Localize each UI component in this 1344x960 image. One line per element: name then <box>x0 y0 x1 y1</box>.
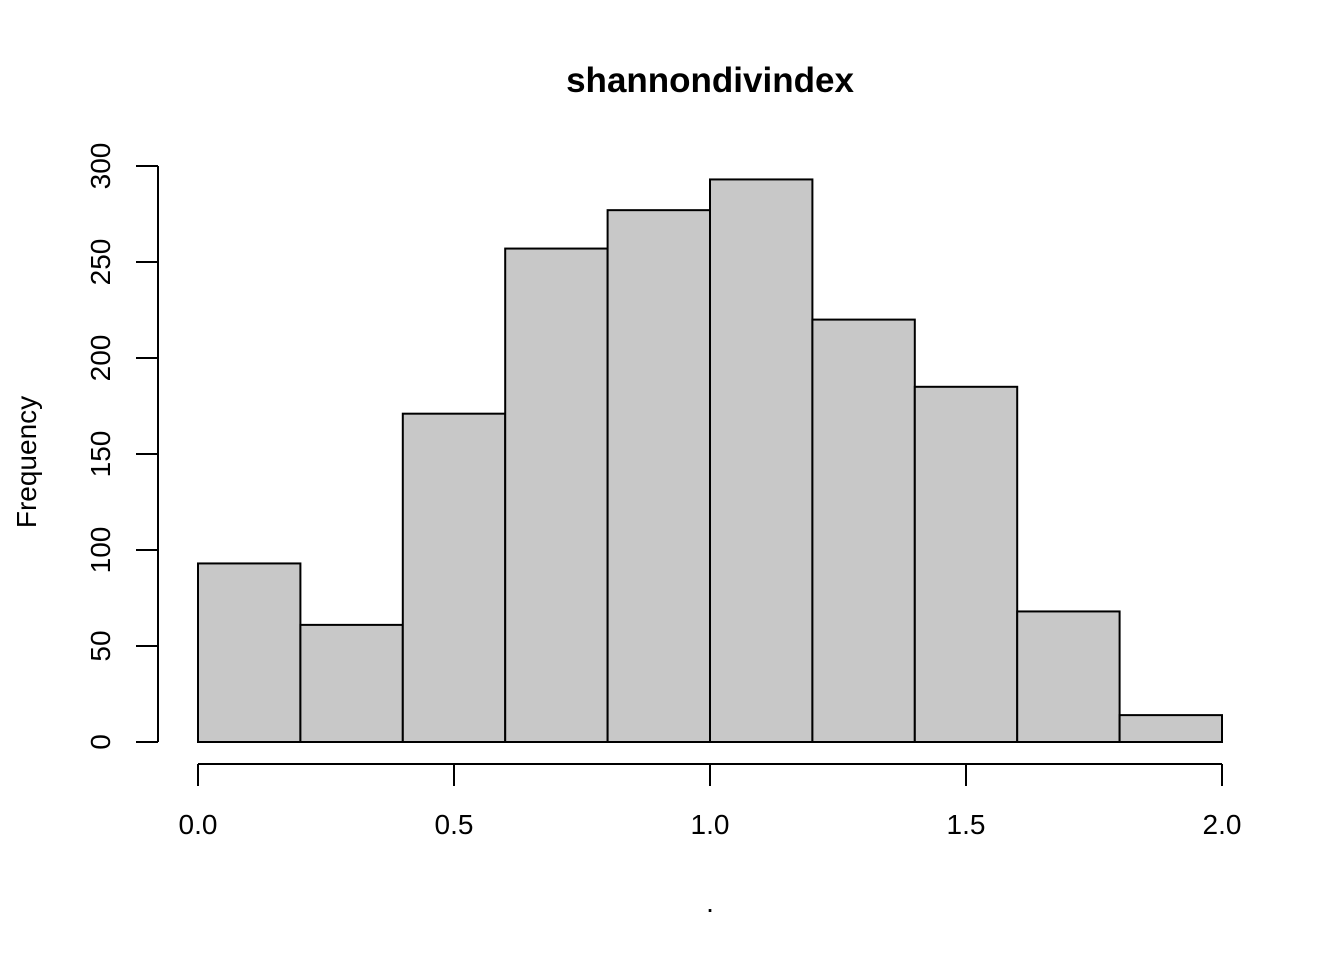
y-tick-label-1: 50 <box>85 630 116 661</box>
y-axis-label: Frequency <box>11 396 42 528</box>
x-tick-label-0: 0.0 <box>179 809 218 840</box>
histogram-bar-1 <box>299 623 404 744</box>
chart-title: shannondivindex <box>566 61 854 100</box>
histogram-bar-9 <box>1118 714 1223 743</box>
histogram-bar-8 <box>1016 610 1121 743</box>
y-tick-label-6: 300 <box>85 143 116 190</box>
histogram-bar-7 <box>913 385 1019 743</box>
bars-group <box>197 178 1223 744</box>
x-tick-label-2: 1.0 <box>691 809 730 840</box>
x-axis-label: . <box>706 887 714 918</box>
y-axis: 0 50 100 150 200 250 300 <box>85 143 159 750</box>
histogram-bar-0 <box>197 562 302 743</box>
histogram-bar-6 <box>811 318 916 743</box>
x-axis: 0.0 0.5 1.0 1.5 2.0 <box>179 763 1242 840</box>
y-tick-label-3: 150 <box>85 431 116 478</box>
y-tick-label-4: 200 <box>85 335 116 382</box>
x-tick-label-3: 1.5 <box>947 809 986 840</box>
y-tick-label-2: 100 <box>85 527 116 574</box>
histogram-bar-4 <box>606 209 711 744</box>
histogram-bar-2 <box>401 412 507 743</box>
x-tick-label-1: 0.5 <box>435 809 474 840</box>
histogram-bar-5 <box>709 178 814 743</box>
y-tick-label-5: 250 <box>85 239 116 286</box>
y-tick-label-0: 0 <box>85 734 116 750</box>
histogram-bar-3 <box>504 247 609 743</box>
x-tick-label-4: 2.0 <box>1203 809 1242 840</box>
